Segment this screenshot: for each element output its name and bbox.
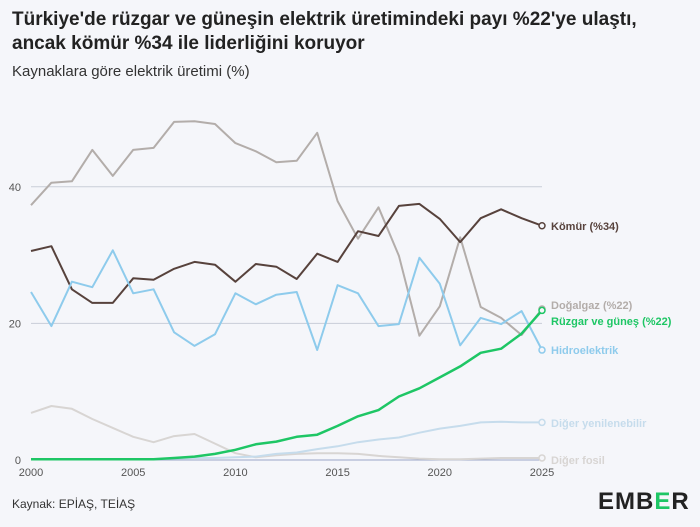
series-end-marker xyxy=(538,306,546,315)
series-label: Rüzgar ve güneş (%22) xyxy=(551,316,672,328)
series-line-do-algaz xyxy=(30,120,543,337)
y-tick-label: 0 xyxy=(15,455,21,467)
logo-text-post: R xyxy=(671,488,690,515)
series-line-di-er-fosil xyxy=(30,405,542,461)
series-label: Doğalgaz (%22) xyxy=(551,300,633,312)
logo-text-mid: E xyxy=(654,488,672,515)
series-label: Hidroelektrik xyxy=(551,345,619,357)
chart-subtitle: Kaynaklara göre elektrik üretimi (%) xyxy=(12,63,250,80)
x-tick-label: 2020 xyxy=(428,467,452,479)
series-end-marker xyxy=(538,454,546,462)
source-note: Kaynak: EPİAŞ, TEİAŞ xyxy=(12,497,136,511)
x-tick-label: 2015 xyxy=(325,467,349,479)
series-label: Diğer fosil xyxy=(551,455,605,467)
series-line-r-zgar-ve-g-ne- xyxy=(31,309,543,461)
series-line-hidroelektrik xyxy=(30,249,543,351)
x-tick-label: 2010 xyxy=(223,467,247,479)
y-tick-label: 40 xyxy=(9,182,21,194)
x-tick-label: 2025 xyxy=(530,467,554,479)
series-line-di-er-yenilenebilir xyxy=(31,420,542,461)
series-label: Kömür (%34) xyxy=(551,221,619,233)
x-tick-label: 2000 xyxy=(19,467,43,479)
chart-title: Türkiye'de rüzgar ve güneşin elektrik ür… xyxy=(12,9,637,54)
logo-text-pre: EMB xyxy=(598,488,655,515)
series-label: Diğer yenilenebilir xyxy=(551,418,647,430)
x-tick-label: 2005 xyxy=(121,467,145,479)
ember-logo: EMBER xyxy=(598,488,690,516)
series-end-marker xyxy=(538,346,546,354)
series-end-marker xyxy=(538,221,546,230)
series-line-k-m-r xyxy=(30,202,543,304)
y-tick-label: 20 xyxy=(9,318,21,330)
series-end-marker xyxy=(538,418,546,427)
